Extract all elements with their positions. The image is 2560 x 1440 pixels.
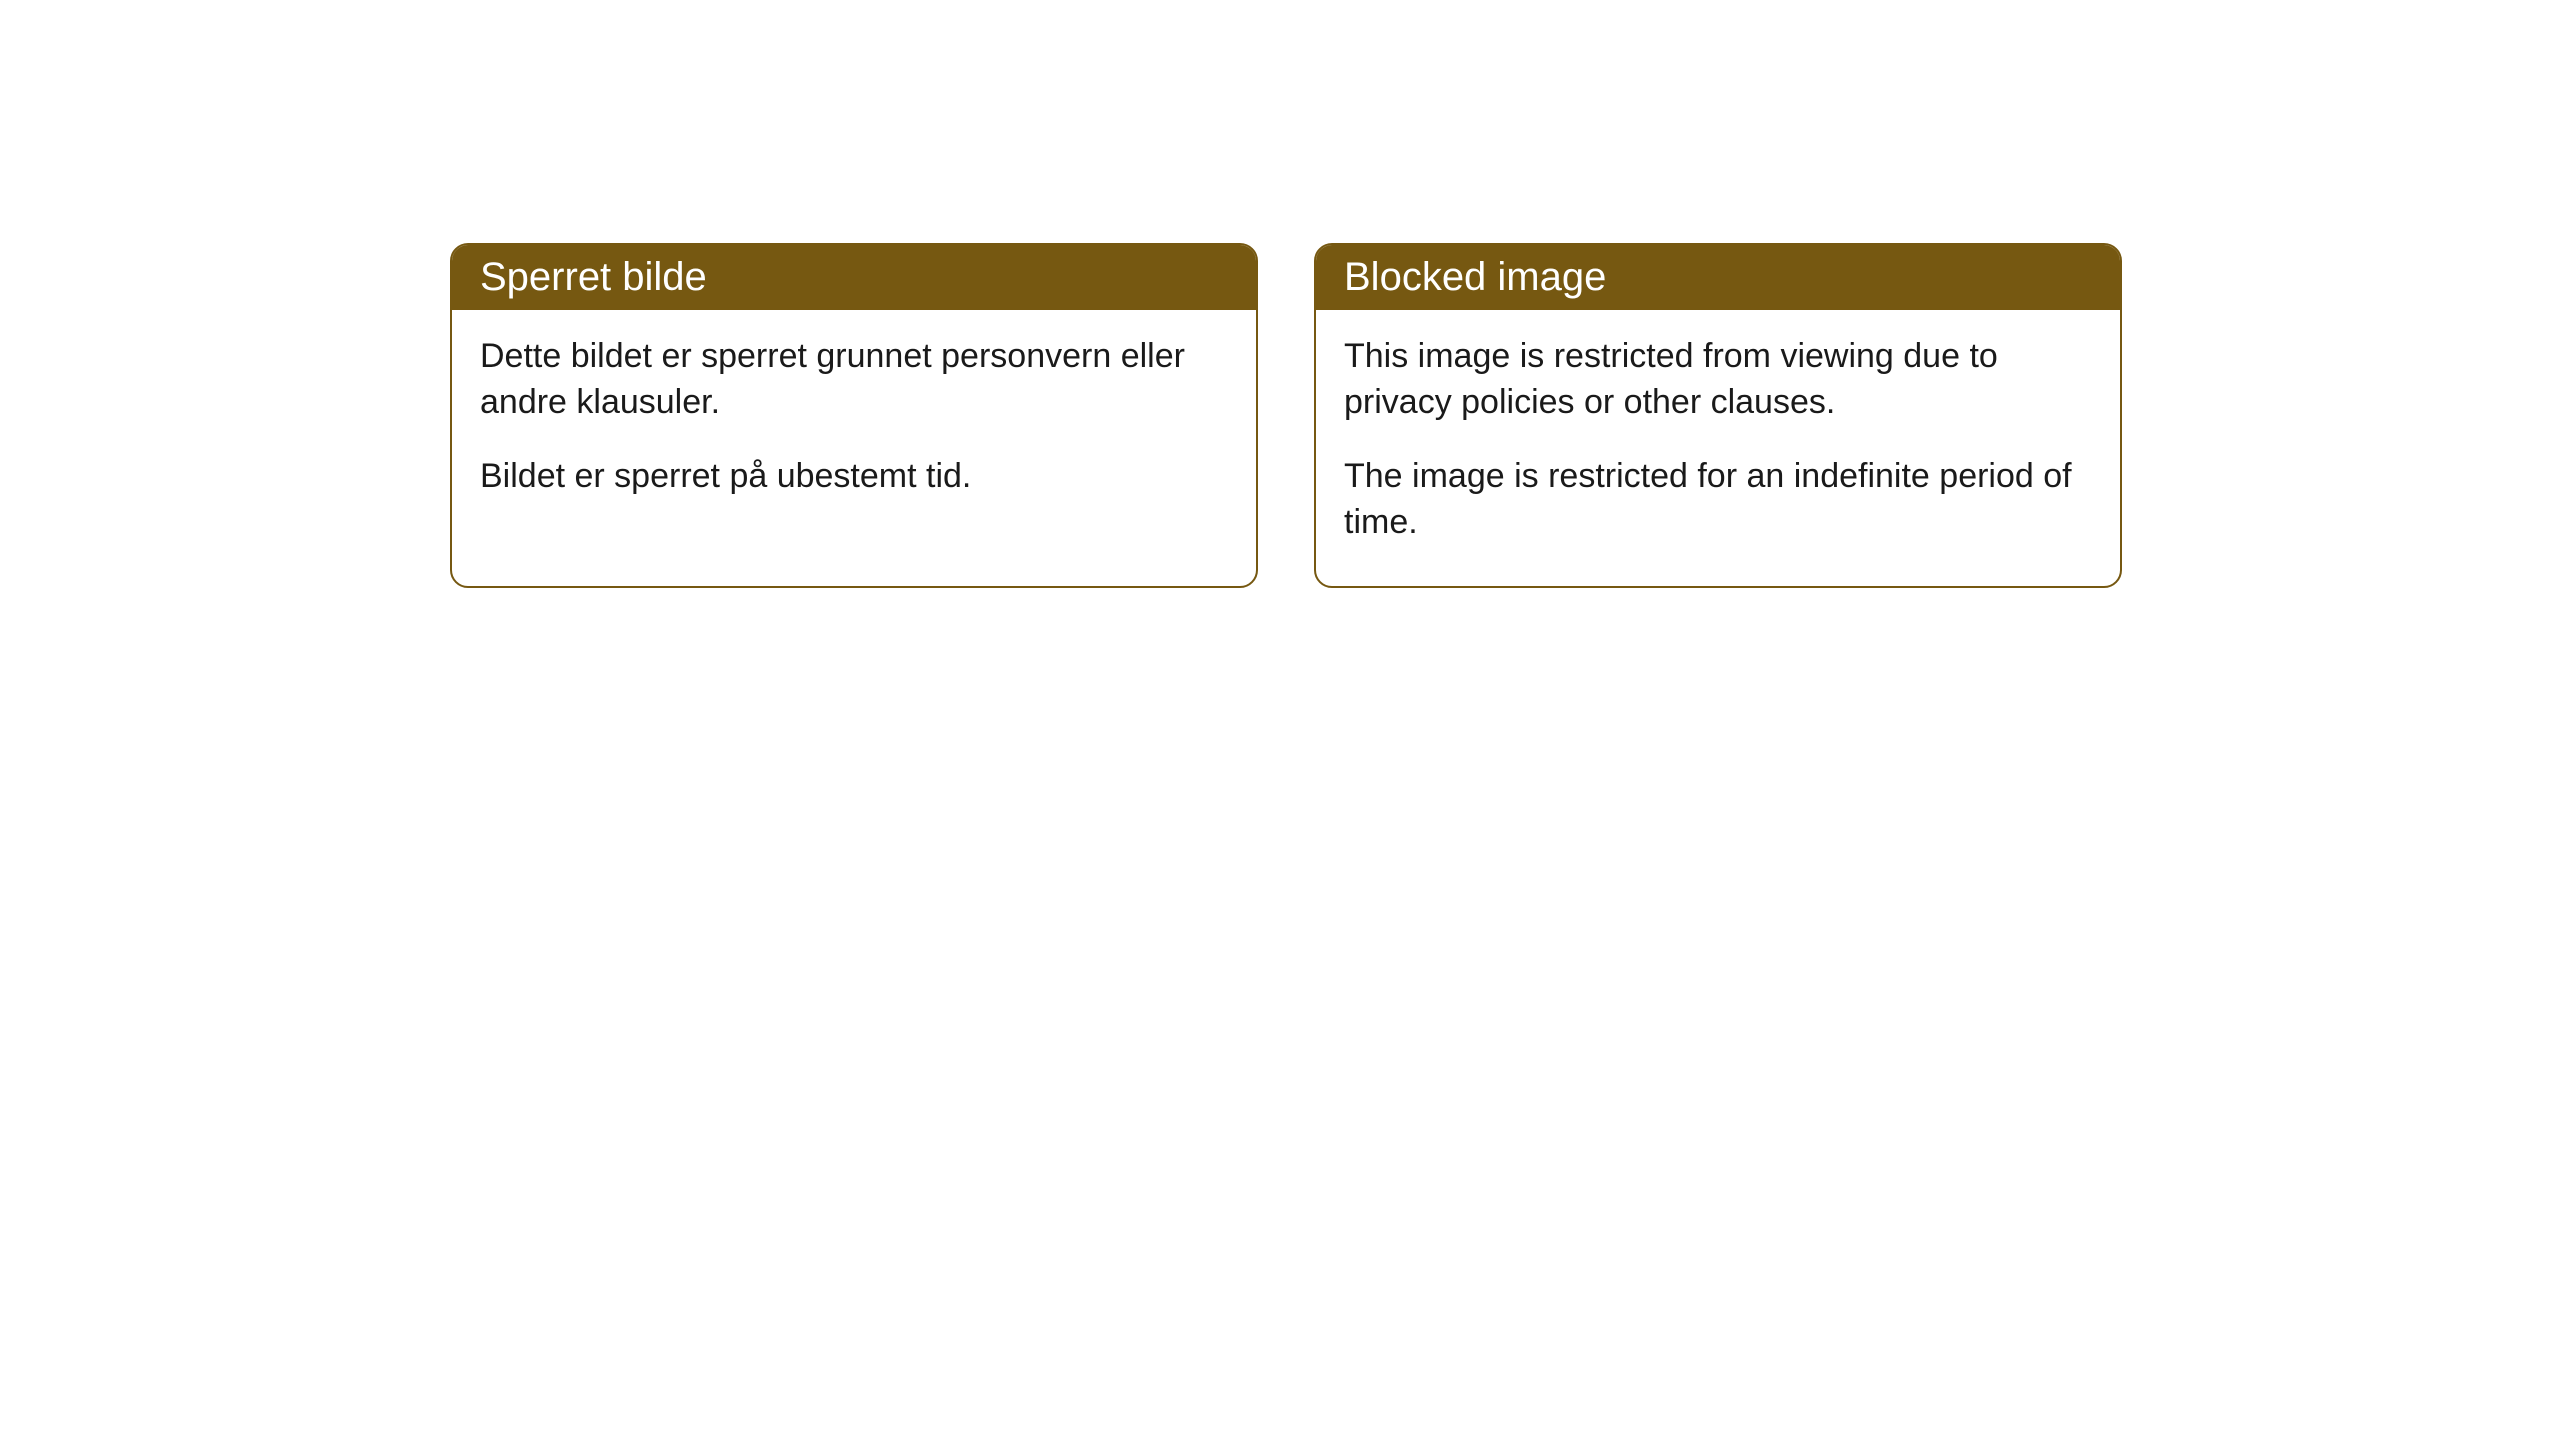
card-header-norwegian: Sperret bilde bbox=[452, 245, 1256, 310]
card-text-line: Dette bildet er sperret grunnet personve… bbox=[480, 334, 1228, 426]
card-english: Blocked image This image is restricted f… bbox=[1314, 243, 2122, 588]
cards-container: Sperret bilde Dette bildet er sperret gr… bbox=[450, 243, 2122, 588]
card-text-line: The image is restricted for an indefinit… bbox=[1344, 454, 2092, 546]
card-header-english: Blocked image bbox=[1316, 245, 2120, 310]
card-body-english: This image is restricted from viewing du… bbox=[1316, 310, 2120, 586]
card-norwegian: Sperret bilde Dette bildet er sperret gr… bbox=[450, 243, 1258, 588]
card-body-norwegian: Dette bildet er sperret grunnet personve… bbox=[452, 310, 1256, 540]
card-text-line: Bildet er sperret på ubestemt tid. bbox=[480, 454, 1228, 500]
card-text-line: This image is restricted from viewing du… bbox=[1344, 334, 2092, 426]
